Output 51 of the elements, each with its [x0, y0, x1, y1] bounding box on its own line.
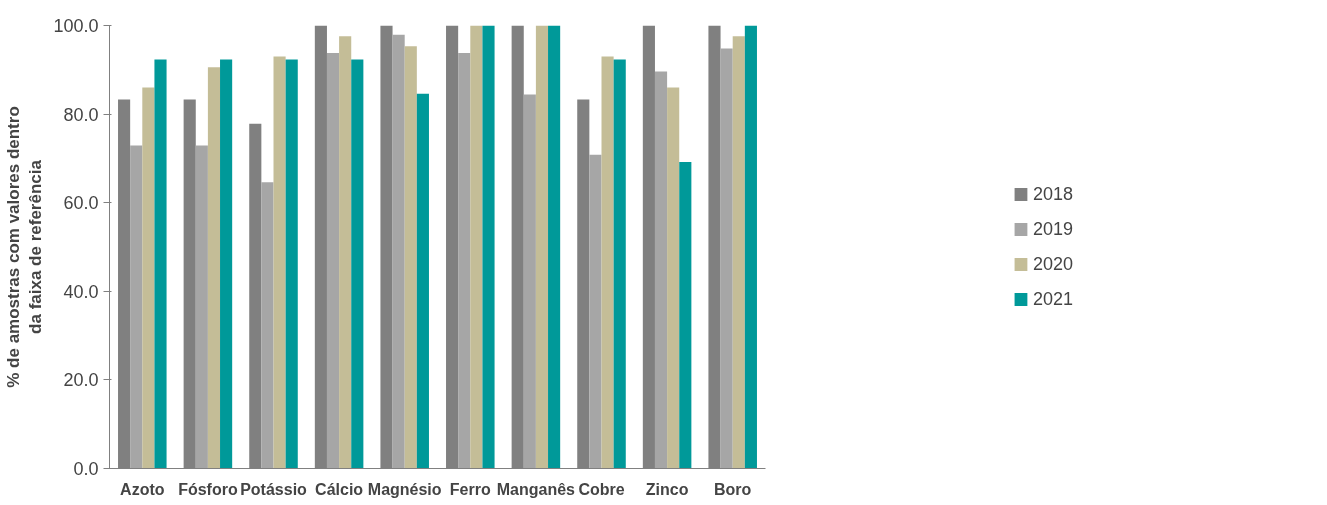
bar — [392, 34, 405, 469]
bar — [130, 145, 143, 469]
x-tick-label: Cálcio — [315, 480, 364, 498]
x-tick-label: Boro — [714, 480, 752, 498]
y-tick-label: 60.0 — [63, 193, 99, 214]
bar — [535, 25, 549, 469]
bar — [720, 48, 733, 469]
x-tick-label: Ferro — [449, 480, 491, 498]
legend-label: 2019 — [1032, 218, 1074, 240]
bar — [416, 93, 429, 469]
bar — [601, 56, 614, 469]
bar — [744, 25, 757, 469]
bar — [339, 36, 352, 469]
legend-label: 2018 — [1032, 183, 1074, 205]
bar — [404, 46, 417, 469]
x-tick-label: Cobre — [578, 480, 625, 498]
x-tick-label: Manganês — [496, 480, 576, 498]
bar — [667, 87, 680, 469]
y-tick-label: 80.0 — [63, 104, 99, 125]
bar — [142, 87, 155, 469]
legend-label: 2021 — [1032, 288, 1074, 310]
bar — [470, 25, 483, 469]
x-tick-label: Fósforo — [178, 480, 238, 498]
bar — [195, 145, 208, 469]
bar — [679, 161, 692, 469]
bar — [261, 182, 274, 469]
y-axis-title: % de amostras com valores dentro da faixa de referência — [3, 106, 46, 388]
bar — [285, 59, 298, 469]
y-tick-label: 100.0 — [53, 16, 99, 36]
y-tick-label: 0.0 — [73, 459, 99, 479]
y-tick-label: 20.0 — [63, 370, 99, 391]
x-tick-label: Potássio — [240, 480, 308, 498]
y-tick-label: 40.0 — [63, 281, 99, 302]
bar — [613, 59, 626, 469]
bar — [589, 154, 602, 469]
bar — [482, 25, 495, 469]
bar — [220, 59, 233, 469]
bar — [273, 56, 286, 469]
x-tick-label: Zinco — [645, 480, 689, 498]
x-tick-label: Azoto — [120, 480, 165, 498]
bar — [548, 25, 561, 469]
bar — [732, 36, 745, 469]
bar — [351, 59, 364, 469]
x-tick-label: Magnésio — [367, 480, 442, 498]
bar — [154, 59, 167, 469]
bar — [458, 52, 471, 469]
bar — [523, 94, 536, 469]
bar — [326, 52, 340, 469]
legend-label: 2020 — [1032, 253, 1074, 275]
bar — [207, 67, 221, 469]
bar — [654, 71, 668, 469]
